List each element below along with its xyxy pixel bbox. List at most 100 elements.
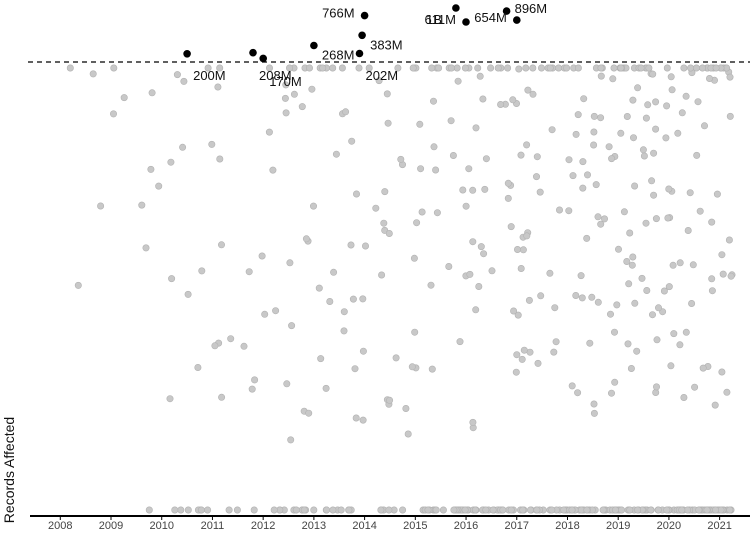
breach-point-below-threshold <box>348 137 356 145</box>
breach-point-below-threshold <box>565 156 573 164</box>
breach-point-below-threshold <box>654 304 662 312</box>
breach-point-below-threshold <box>565 207 573 215</box>
breach-point-below-threshold <box>462 202 470 210</box>
breach-point-below-threshold <box>173 71 181 79</box>
breach-point-below-threshold <box>347 241 355 249</box>
breach-point-below-threshold <box>214 83 222 91</box>
breach-point-above-threshold <box>183 50 191 58</box>
breach-point-below-threshold <box>642 219 650 227</box>
breach-point-above-threshold <box>462 18 470 26</box>
breach-point-below-threshold <box>459 186 467 194</box>
breach-point-below-threshold <box>171 506 179 514</box>
breach-point-below-threshold <box>590 400 598 408</box>
breach-point-below-threshold <box>424 506 432 514</box>
breach-point-below-threshold <box>698 64 706 72</box>
breach-point-below-threshold <box>449 152 457 160</box>
breach-point-below-threshold <box>184 290 192 298</box>
breach-point-below-threshold <box>680 64 688 72</box>
breach-point-below-threshold <box>227 335 235 343</box>
breach-point-below-threshold <box>300 506 308 514</box>
breach-data-label: 896M <box>515 1 548 16</box>
breach-point-below-threshold <box>583 234 591 242</box>
breach-point-below-threshold <box>427 281 435 289</box>
breach-point-below-threshold <box>305 409 313 417</box>
breach-point-below-threshold <box>74 281 82 289</box>
breach-point-below-threshold <box>89 70 97 78</box>
breach-point-below-threshold <box>727 272 735 280</box>
breach-point-below-threshold <box>168 275 176 283</box>
breach-point-below-threshold <box>417 165 425 173</box>
breach-point-below-threshold <box>626 229 634 237</box>
breach-point-below-threshold <box>712 64 720 72</box>
breach-point-below-threshold <box>713 190 721 198</box>
breach-point-below-threshold <box>719 270 727 278</box>
breach-point-below-threshold <box>689 261 697 269</box>
breach-point-below-threshold <box>281 94 289 102</box>
breach-point-below-threshold <box>418 208 426 216</box>
breach-data-label: 170M <box>269 74 302 89</box>
breach-point-below-threshold <box>669 261 677 269</box>
breach-point-below-threshold <box>574 389 582 397</box>
breach-point-below-threshold <box>513 246 521 254</box>
breach-data-label: 766M <box>322 6 355 21</box>
breach-point-below-threshold <box>643 286 651 294</box>
breach-point-below-threshold <box>597 72 605 80</box>
breach-point-below-threshold <box>375 77 383 85</box>
breach-point-below-threshold <box>282 109 290 117</box>
x-tick-label: 2015 <box>403 520 427 532</box>
breach-point-below-threshold <box>408 363 416 371</box>
breach-point-below-threshold <box>678 506 686 514</box>
breach-point-below-threshold <box>684 227 692 235</box>
x-tick-label: 2012 <box>251 520 275 532</box>
breach-point-below-threshold <box>652 383 660 391</box>
breach-point-below-threshold <box>590 128 598 136</box>
breach-point-below-threshold <box>652 125 660 133</box>
breach-point-below-threshold <box>546 269 554 277</box>
breach-point-below-threshold <box>319 64 327 72</box>
breach-point-below-threshold <box>270 506 278 514</box>
breach-point-below-threshold <box>674 129 682 137</box>
breach-point-below-threshold <box>416 120 424 128</box>
breach-point-below-threshold <box>723 388 731 396</box>
breach-point-below-threshold <box>290 90 298 98</box>
breach-point-below-threshold <box>574 64 582 72</box>
breach-point-below-threshold <box>607 389 615 397</box>
breach-point-below-threshold <box>590 409 598 417</box>
breach-point-below-threshold <box>670 330 678 338</box>
breach-point-below-threshold <box>472 124 480 132</box>
breach-point-below-threshold <box>550 348 558 356</box>
breach-point-below-threshold <box>305 64 313 72</box>
breach-point-below-threshold <box>258 252 266 260</box>
breach-point-below-threshold <box>326 297 334 305</box>
breach-point-below-threshold <box>663 506 671 514</box>
breach-point-below-threshold <box>662 134 670 142</box>
breach-point-below-threshold <box>654 506 662 514</box>
breach-point-below-threshold <box>594 298 602 306</box>
breach-point-below-threshold <box>474 64 482 72</box>
breach-point-below-threshold <box>676 259 684 267</box>
breach-point-below-threshold <box>384 119 392 127</box>
x-tick-label: 2017 <box>505 520 529 532</box>
breach-point-below-threshold <box>606 310 614 318</box>
breach-point-below-threshold <box>634 84 642 92</box>
breach-point-below-threshold <box>597 220 605 228</box>
breach-point-below-threshold <box>310 506 318 514</box>
breach-point-below-threshold <box>282 81 290 89</box>
breach-point-below-threshold <box>708 287 716 295</box>
breach-point-below-threshold <box>610 328 618 336</box>
breach-point-below-threshold <box>718 368 726 376</box>
breach-point-below-threshold <box>409 64 417 72</box>
breach-point-below-threshold <box>624 340 632 348</box>
breach-point-above-threshold <box>310 41 318 50</box>
breach-point-below-threshold <box>579 184 587 192</box>
breach-point-below-threshold <box>686 189 694 197</box>
breach-point-below-threshold <box>110 110 118 118</box>
breach-point-below-threshold <box>355 64 363 72</box>
breach-point-below-threshold <box>288 322 296 330</box>
breach-point-below-threshold <box>555 64 563 72</box>
breach-point-below-threshold <box>399 506 407 514</box>
breach-point-below-threshold <box>577 272 585 280</box>
breach-point-below-threshold <box>385 506 393 514</box>
breach-point-below-threshold <box>381 188 389 196</box>
breach-point-below-threshold <box>663 64 671 72</box>
